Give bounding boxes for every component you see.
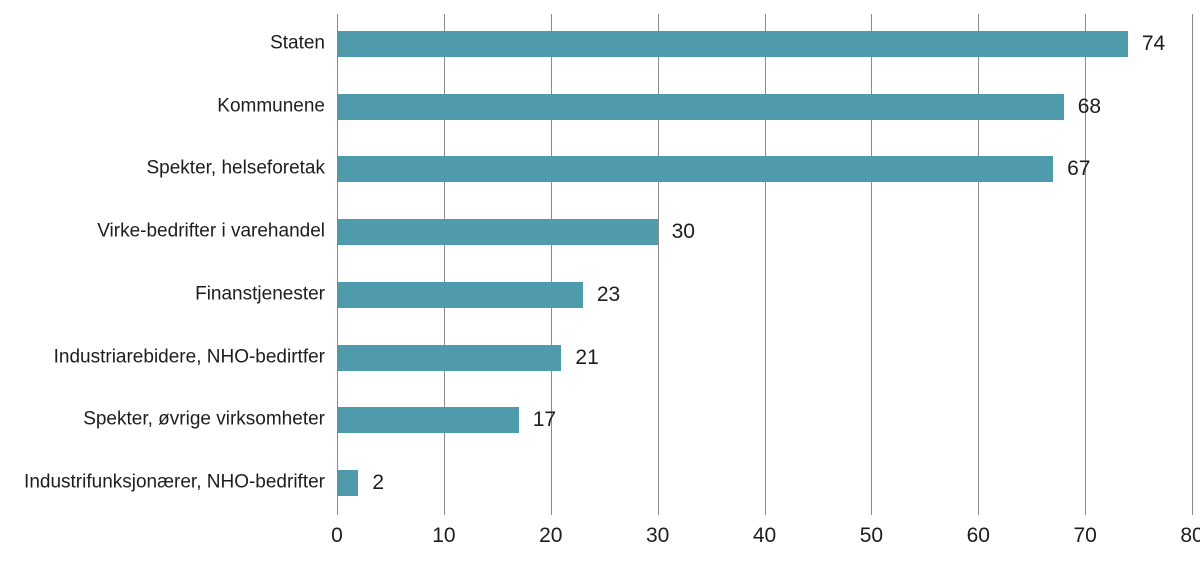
gridline	[764, 14, 766, 515]
bar	[337, 344, 562, 371]
gridline	[550, 14, 552, 515]
value-label: 21	[575, 345, 599, 369]
bar	[337, 156, 1054, 183]
x-tick-label: 80	[1180, 524, 1200, 547]
bar	[337, 219, 658, 246]
category-label: Kommunene	[217, 95, 325, 117]
x-tick-label: 30	[645, 524, 670, 547]
value-label: 67	[1067, 157, 1091, 181]
x-tick-label: 40	[752, 524, 777, 547]
category-label: Industriarebidere, NHO-bedirtfer	[53, 346, 325, 368]
category-label: Finanstjenester	[195, 283, 325, 305]
value-label: 30	[671, 220, 695, 244]
category-label: Virke-bedrifter i varehandel	[97, 220, 325, 242]
category-label: Industrifunksjonærer, NHO-bedrifter	[24, 471, 325, 493]
value-label: 68	[1077, 94, 1102, 118]
gridline	[1192, 14, 1193, 515]
value-label: 74	[1141, 32, 1166, 55]
bar	[337, 407, 519, 434]
plot-area: 74 68 67 30 23 21 17 2	[337, 14, 1193, 515]
x-tick-label: 60	[966, 524, 990, 547]
gridline	[657, 14, 659, 515]
bar	[337, 469, 359, 496]
value-label: 17	[532, 408, 557, 432]
category-label: Staten	[270, 32, 325, 54]
category-labels: Staten Kommunene Spekter, helseforetak Virk…	[0, 14, 325, 515]
gridline	[871, 14, 873, 515]
x-tick-label: 10	[432, 524, 456, 547]
category-label: Spekter, helseforetak	[146, 157, 326, 179]
category-label: Spekter, øvrige virksomheter	[83, 408, 325, 430]
bar	[337, 93, 1064, 120]
gridline	[1085, 14, 1087, 515]
bar	[337, 281, 583, 308]
gridline	[443, 14, 445, 515]
x-tick-label: 70	[1073, 524, 1097, 547]
x-tick-label: 0	[331, 524, 343, 547]
gridline	[978, 14, 980, 515]
gridline	[337, 14, 338, 515]
x-tick-label: 50	[859, 524, 884, 547]
x-tick-label: 20	[539, 524, 563, 547]
bar	[337, 31, 1128, 57]
value-label: 23	[596, 282, 621, 306]
value-label: 2	[372, 470, 385, 494]
x-axis-tick-labels: 0 10 20 30 40 50 60 70 80	[331, 524, 1200, 554]
